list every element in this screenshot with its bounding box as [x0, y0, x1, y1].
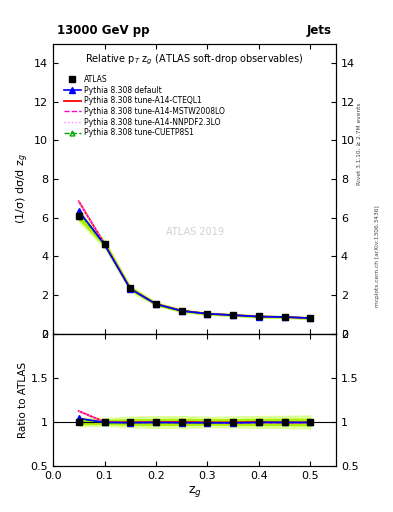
Text: Rivet 3.1.10, ≥ 2.7M events: Rivet 3.1.10, ≥ 2.7M events: [357, 102, 362, 185]
Text: Jets: Jets: [307, 24, 332, 37]
Y-axis label: Ratio to ATLAS: Ratio to ATLAS: [18, 362, 28, 438]
Text: mcplots.cern.ch [arXiv:1306.3436]: mcplots.cern.ch [arXiv:1306.3436]: [375, 205, 380, 307]
Text: Relative p$_T$ z$_g$ (ATLAS soft-drop observables): Relative p$_T$ z$_g$ (ATLAS soft-drop ob…: [85, 52, 304, 67]
Text: 13000 GeV pp: 13000 GeV pp: [57, 24, 149, 37]
Legend: ATLAS, Pythia 8.308 default, Pythia 8.308 tune-A14-CTEQL1, Pythia 8.308 tune-A14: ATLAS, Pythia 8.308 default, Pythia 8.30…: [62, 74, 226, 139]
Y-axis label: (1/σ) dσ/d z$_g$: (1/σ) dσ/d z$_g$: [15, 153, 31, 224]
Text: ATLAS 2019: ATLAS 2019: [165, 227, 224, 237]
X-axis label: z$_g$: z$_g$: [187, 483, 202, 499]
